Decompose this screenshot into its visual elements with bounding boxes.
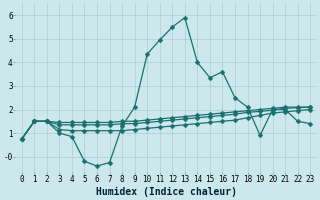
X-axis label: Humidex (Indice chaleur): Humidex (Indice chaleur)	[95, 186, 236, 197]
